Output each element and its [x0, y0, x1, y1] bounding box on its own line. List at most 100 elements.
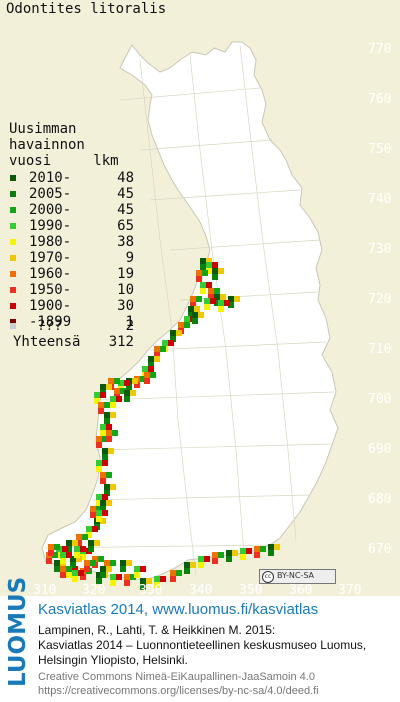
legend-label: 1900-	[29, 298, 72, 314]
legend-row: 1900- 30	[9, 298, 134, 314]
observation-cell	[86, 532, 92, 538]
map-canvas	[41, 41, 339, 590]
observation-cell	[70, 556, 76, 562]
observation-cell	[268, 544, 274, 550]
observation-cell	[120, 566, 126, 572]
observation-cell	[96, 578, 102, 584]
observation-cell	[254, 552, 260, 558]
observation-cell	[100, 478, 106, 484]
observation-cell	[176, 330, 182, 336]
observation-cell	[60, 558, 66, 564]
x-axis-label: 370	[338, 583, 362, 598]
observation-cell	[104, 490, 110, 496]
observation-cell	[224, 300, 230, 306]
map-title: Odontites litoralis	[6, 1, 167, 17]
legend-swatch	[10, 223, 16, 229]
legend-label: 1980-	[29, 234, 72, 250]
observation-cell	[148, 356, 154, 362]
observation-cell	[92, 556, 98, 562]
observation-cell	[90, 506, 96, 512]
legend-heading: Uusimman havainnon vuosi lkm	[9, 121, 119, 169]
observation-cell	[74, 552, 80, 558]
observation-cell	[60, 552, 66, 558]
observation-cell	[110, 574, 116, 580]
license-badge[interactable]: cc BY-NC-SA	[259, 569, 336, 584]
observation-cell	[268, 550, 274, 556]
observation-cell	[190, 302, 196, 308]
y-axis-label: 670	[368, 542, 392, 557]
observation-cell	[112, 430, 118, 436]
observation-cell	[214, 294, 220, 300]
observation-cell	[130, 390, 136, 396]
x-axis-label: 320	[82, 583, 106, 598]
observation-cell	[100, 472, 106, 478]
observation-cell	[124, 396, 130, 402]
observation-cell	[226, 556, 232, 562]
observation-cell	[124, 390, 130, 396]
footer	[0, 596, 400, 702]
observation-cell	[74, 546, 80, 552]
legend-count: 19	[117, 266, 134, 282]
license-url[interactable]: https://creativecommons.org/licenses/by-…	[38, 685, 319, 697]
legend-row: 1990- 65	[9, 218, 134, 234]
observation-cell	[116, 396, 122, 402]
observation-cell	[126, 384, 132, 390]
observation-cell	[142, 366, 148, 372]
distribution-map: Odontites litoralis 770 760 750 740 730 …	[6, 1, 392, 598]
observation-cell	[96, 442, 102, 448]
license-text: Creative Commons Nimeä-EiKaupallinen-Jaa…	[38, 671, 315, 683]
y-axis-label: 690	[368, 442, 392, 457]
observation-cells	[46, 258, 280, 590]
legend-count: 9	[125, 250, 134, 266]
cc-icon: cc	[262, 571, 274, 583]
observation-cell	[84, 566, 90, 572]
x-axis-label: 330	[139, 583, 163, 598]
observation-cell	[54, 560, 60, 566]
observation-cell	[72, 576, 78, 582]
observation-cell	[76, 540, 82, 546]
observation-cell	[198, 562, 204, 568]
observation-cell	[218, 306, 224, 312]
observation-cell	[144, 372, 150, 378]
observation-cell	[184, 562, 190, 568]
legend-row: 1960- 19	[9, 266, 134, 282]
observation-cell	[46, 558, 52, 564]
legend-count: 38	[117, 234, 134, 250]
atlas-link[interactable]: Kasviatlas 2014, www.luomus.fi/kasviatla…	[38, 601, 319, 618]
observation-cell	[104, 560, 110, 566]
observation-cell	[154, 576, 160, 582]
y-axis-label: 750	[368, 142, 392, 157]
legend-label: -1899	[29, 314, 72, 330]
observation-cell	[110, 484, 116, 490]
observation-cell	[154, 352, 160, 358]
legend-count: 2	[125, 318, 134, 334]
observation-cell	[84, 560, 90, 566]
observation-cell	[160, 576, 166, 582]
observation-cell	[126, 560, 132, 566]
observation-cell	[62, 546, 68, 552]
observation-cell	[184, 322, 190, 328]
observation-cell	[206, 282, 212, 288]
observation-cell	[184, 316, 190, 322]
observation-cell	[206, 258, 212, 264]
legend-count: 45	[117, 202, 134, 218]
observation-cell	[96, 494, 102, 500]
observation-cell	[66, 572, 72, 578]
observation-cell	[110, 396, 116, 402]
observation-cell	[90, 512, 96, 518]
observation-cell	[80, 546, 86, 552]
y-axis-label: 710	[368, 342, 392, 357]
legend-label: 2000-	[29, 202, 72, 218]
observation-cell	[154, 346, 160, 352]
observation-cell	[212, 268, 218, 274]
legend-label: ???	[37, 318, 63, 334]
grid-lines	[43, 44, 335, 576]
observation-cell	[66, 566, 72, 572]
observation-cell	[104, 418, 110, 424]
observation-cell	[144, 378, 150, 384]
observation-cell	[106, 566, 112, 572]
x-axis-label: 310	[33, 583, 57, 598]
citation-line: Helsingin Yliopisto, Helsinki.	[38, 653, 188, 667]
observation-cell	[254, 546, 260, 552]
legend-row: 2000- 45	[9, 202, 134, 218]
